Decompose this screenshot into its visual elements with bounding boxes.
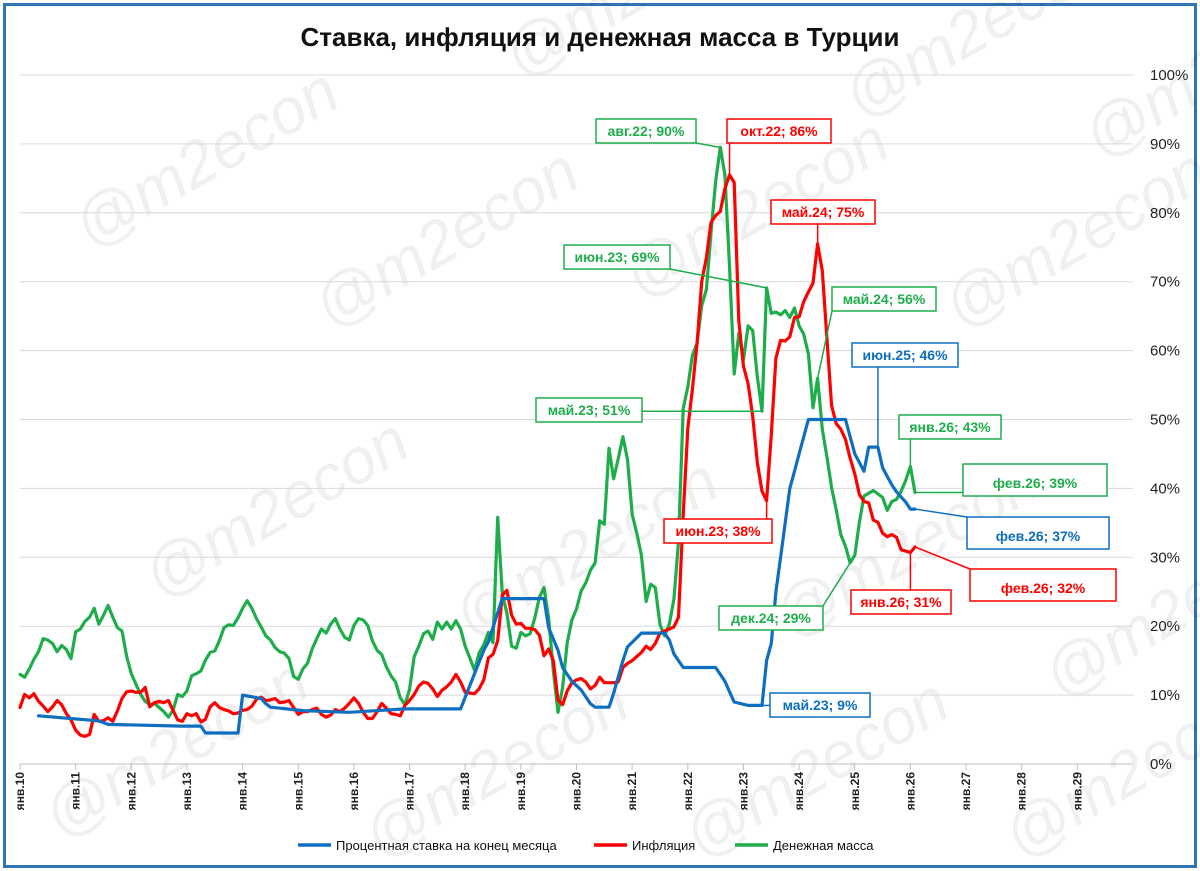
annotation-label: янв.26; 31% [860, 594, 942, 610]
x-tick-label: янв.29 [1070, 772, 1084, 811]
annotation-box [663, 518, 773, 544]
annotation-box [831, 286, 937, 312]
y-tick-label: 20% [1150, 618, 1180, 635]
annotation-label: фев.26; 37% [996, 528, 1081, 544]
legend-label: Процентная ставка на конец месяца [336, 838, 557, 853]
x-tick-label: янв.24 [792, 772, 806, 811]
x-tick-label: янв.17 [403, 772, 417, 811]
series-line [36, 417, 917, 735]
chart-title: Ставка, инфляция и денежная масса в Турц… [300, 22, 899, 52]
x-tick-label: янв.14 [236, 772, 250, 811]
x-tick-label: янв.20 [570, 772, 584, 811]
x-tick-label: янв.28 [1015, 772, 1029, 811]
legend-label: Инфляция [632, 838, 695, 853]
annotation-leader [695, 142, 721, 149]
x-tick-label: янв.22 [681, 772, 695, 811]
annotation-box [962, 463, 1108, 497]
annotation-box [535, 397, 643, 423]
y-tick-label: 80% [1150, 205, 1180, 222]
series-line [18, 145, 917, 719]
annotation-box [726, 118, 832, 144]
annotation-box [718, 605, 824, 631]
x-tick-label: янв.13 [180, 772, 194, 811]
annotation-label: июн.25; 46% [862, 347, 948, 363]
y-tick-label: 30% [1150, 549, 1180, 566]
watermark-text: @m2econ [61, 53, 350, 262]
y-tick-label: 90% [1150, 136, 1180, 153]
annotation-leader [914, 546, 971, 570]
annotation-label: май.24; 75% [782, 204, 865, 220]
annotation-label: авг.22; 90% [608, 123, 685, 139]
annotation-label: дек.24; 29% [731, 610, 811, 626]
x-tick-label: янв.11 [69, 772, 83, 810]
x-tick-label: янв.23 [736, 772, 750, 811]
x-tick-label: янв.15 [291, 772, 305, 811]
annotation-leader [914, 508, 968, 518]
annotation-leader [822, 562, 851, 607]
annotation-box [898, 414, 1002, 440]
x-tick-label: янв.26 [903, 772, 917, 811]
legend: Процентная ставка на конец месяца Инфляци… [298, 838, 874, 853]
annotation-label: май.23; 9% [783, 697, 858, 713]
annotations: май.23; 9% июн.25; 46% фев.26; 37% окт.22; … [535, 118, 1117, 718]
y-tick-label: 70% [1150, 274, 1180, 291]
annotation-label: окт.22; 86% [740, 123, 818, 139]
x-axis: янв.10 янв.11 янв.12 янв.13 янв.14 янв.15 янв.… [13, 764, 1084, 810]
annotation-box [966, 516, 1110, 550]
annotation-leader [669, 268, 767, 289]
x-tick-label: янв.18 [458, 772, 472, 811]
x-tick-label: янв.25 [848, 772, 862, 811]
x-tick-label: янв.16 [347, 772, 361, 811]
y-tick-label: 50% [1150, 412, 1180, 429]
annotation-box [851, 342, 959, 368]
annotation-box [969, 568, 1117, 602]
y-axis: 0% 10% 20% 30% 40% 50% 60% 70% 80% 90% 100% [1150, 67, 1188, 773]
annotation-box [850, 589, 952, 615]
legend-label: Денежная масса [773, 838, 874, 853]
y-tick-label: 100% [1150, 67, 1188, 84]
watermark-text: @m2econ [131, 403, 420, 612]
watermark-text: @m2econ [301, 133, 590, 342]
y-tick-label: 0% [1150, 756, 1172, 773]
annotation-box [769, 692, 871, 718]
y-tick-label: 10% [1150, 687, 1180, 704]
y-tick-label: 60% [1150, 343, 1180, 360]
y-tick-label: 40% [1150, 480, 1180, 497]
annotation-label: июн.23; 69% [574, 249, 660, 265]
annotation-label: фев.26; 32% [1001, 580, 1086, 596]
x-tick-label: янв.19 [514, 772, 528, 811]
annotation-label: июн.23; 38% [675, 523, 761, 539]
watermark-text: @m2econ [931, 133, 1200, 342]
series-lines [18, 145, 917, 738]
annotation-box [563, 244, 671, 270]
annotation-box [770, 199, 876, 225]
x-tick-label: янв.27 [959, 772, 973, 811]
x-tick-label: янв.12 [124, 772, 138, 811]
annotation-label: фев.26; 39% [993, 475, 1078, 491]
annotation-box [595, 118, 697, 144]
x-tick-label: янв.10 [13, 772, 27, 811]
annotation-leader [816, 310, 833, 379]
annotation-label: май.23; 51% [548, 402, 631, 418]
watermark-text: @m2econ [441, 443, 730, 652]
x-tick-label: янв.21 [625, 772, 639, 811]
annotation-label: май.24; 56% [843, 291, 926, 307]
watermark-text: @m2econ [31, 643, 320, 852]
annotation-label: янв.26; 43% [909, 419, 991, 435]
